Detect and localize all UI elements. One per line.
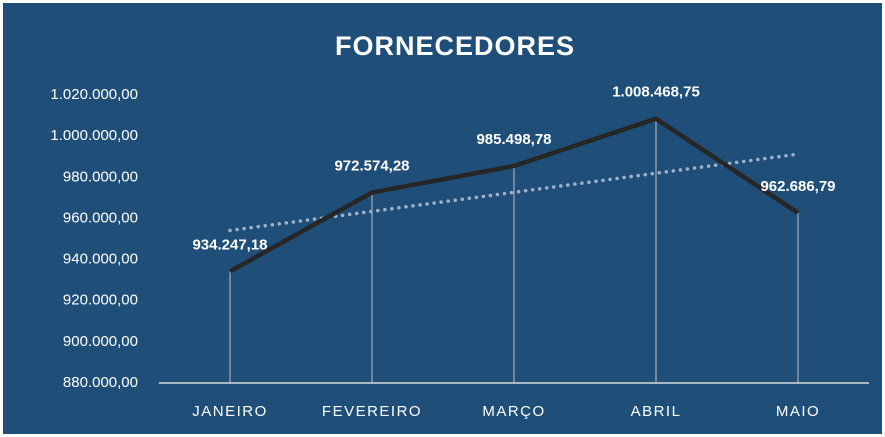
data-line [228,116,800,274]
x-tick-label: FEVEREIRO [322,403,422,420]
y-tick-label: 1.000.000,00 [50,127,138,144]
value-label: 972.574,28 [334,158,409,175]
y-tick-label: 940.000,00 [63,251,138,268]
y-tick-label: 900.000,00 [63,333,138,350]
y-tick-label: 920.000,00 [63,292,138,309]
x-tick-label: JANEIRO [192,403,268,420]
y-tick-label: 880.000,00 [63,374,138,391]
y-tick-label: 960.000,00 [63,209,138,226]
chart-background [3,3,882,434]
value-label: 1.008.468,75 [612,84,700,101]
x-tick-label: MARÇO [482,403,545,420]
value-label: 934.247,18 [192,236,267,253]
y-tick-label: 1.020.000,00 [50,86,138,103]
x-tick-label: ABRIL [631,403,682,420]
y-tick-label: 980.000,00 [63,168,138,185]
value-label: 985.498,78 [476,131,551,148]
chart-title: FORNECEDORES [335,31,575,61]
x-tick-label: MAIO [776,403,820,420]
value-label: 962.686,79 [760,178,835,195]
